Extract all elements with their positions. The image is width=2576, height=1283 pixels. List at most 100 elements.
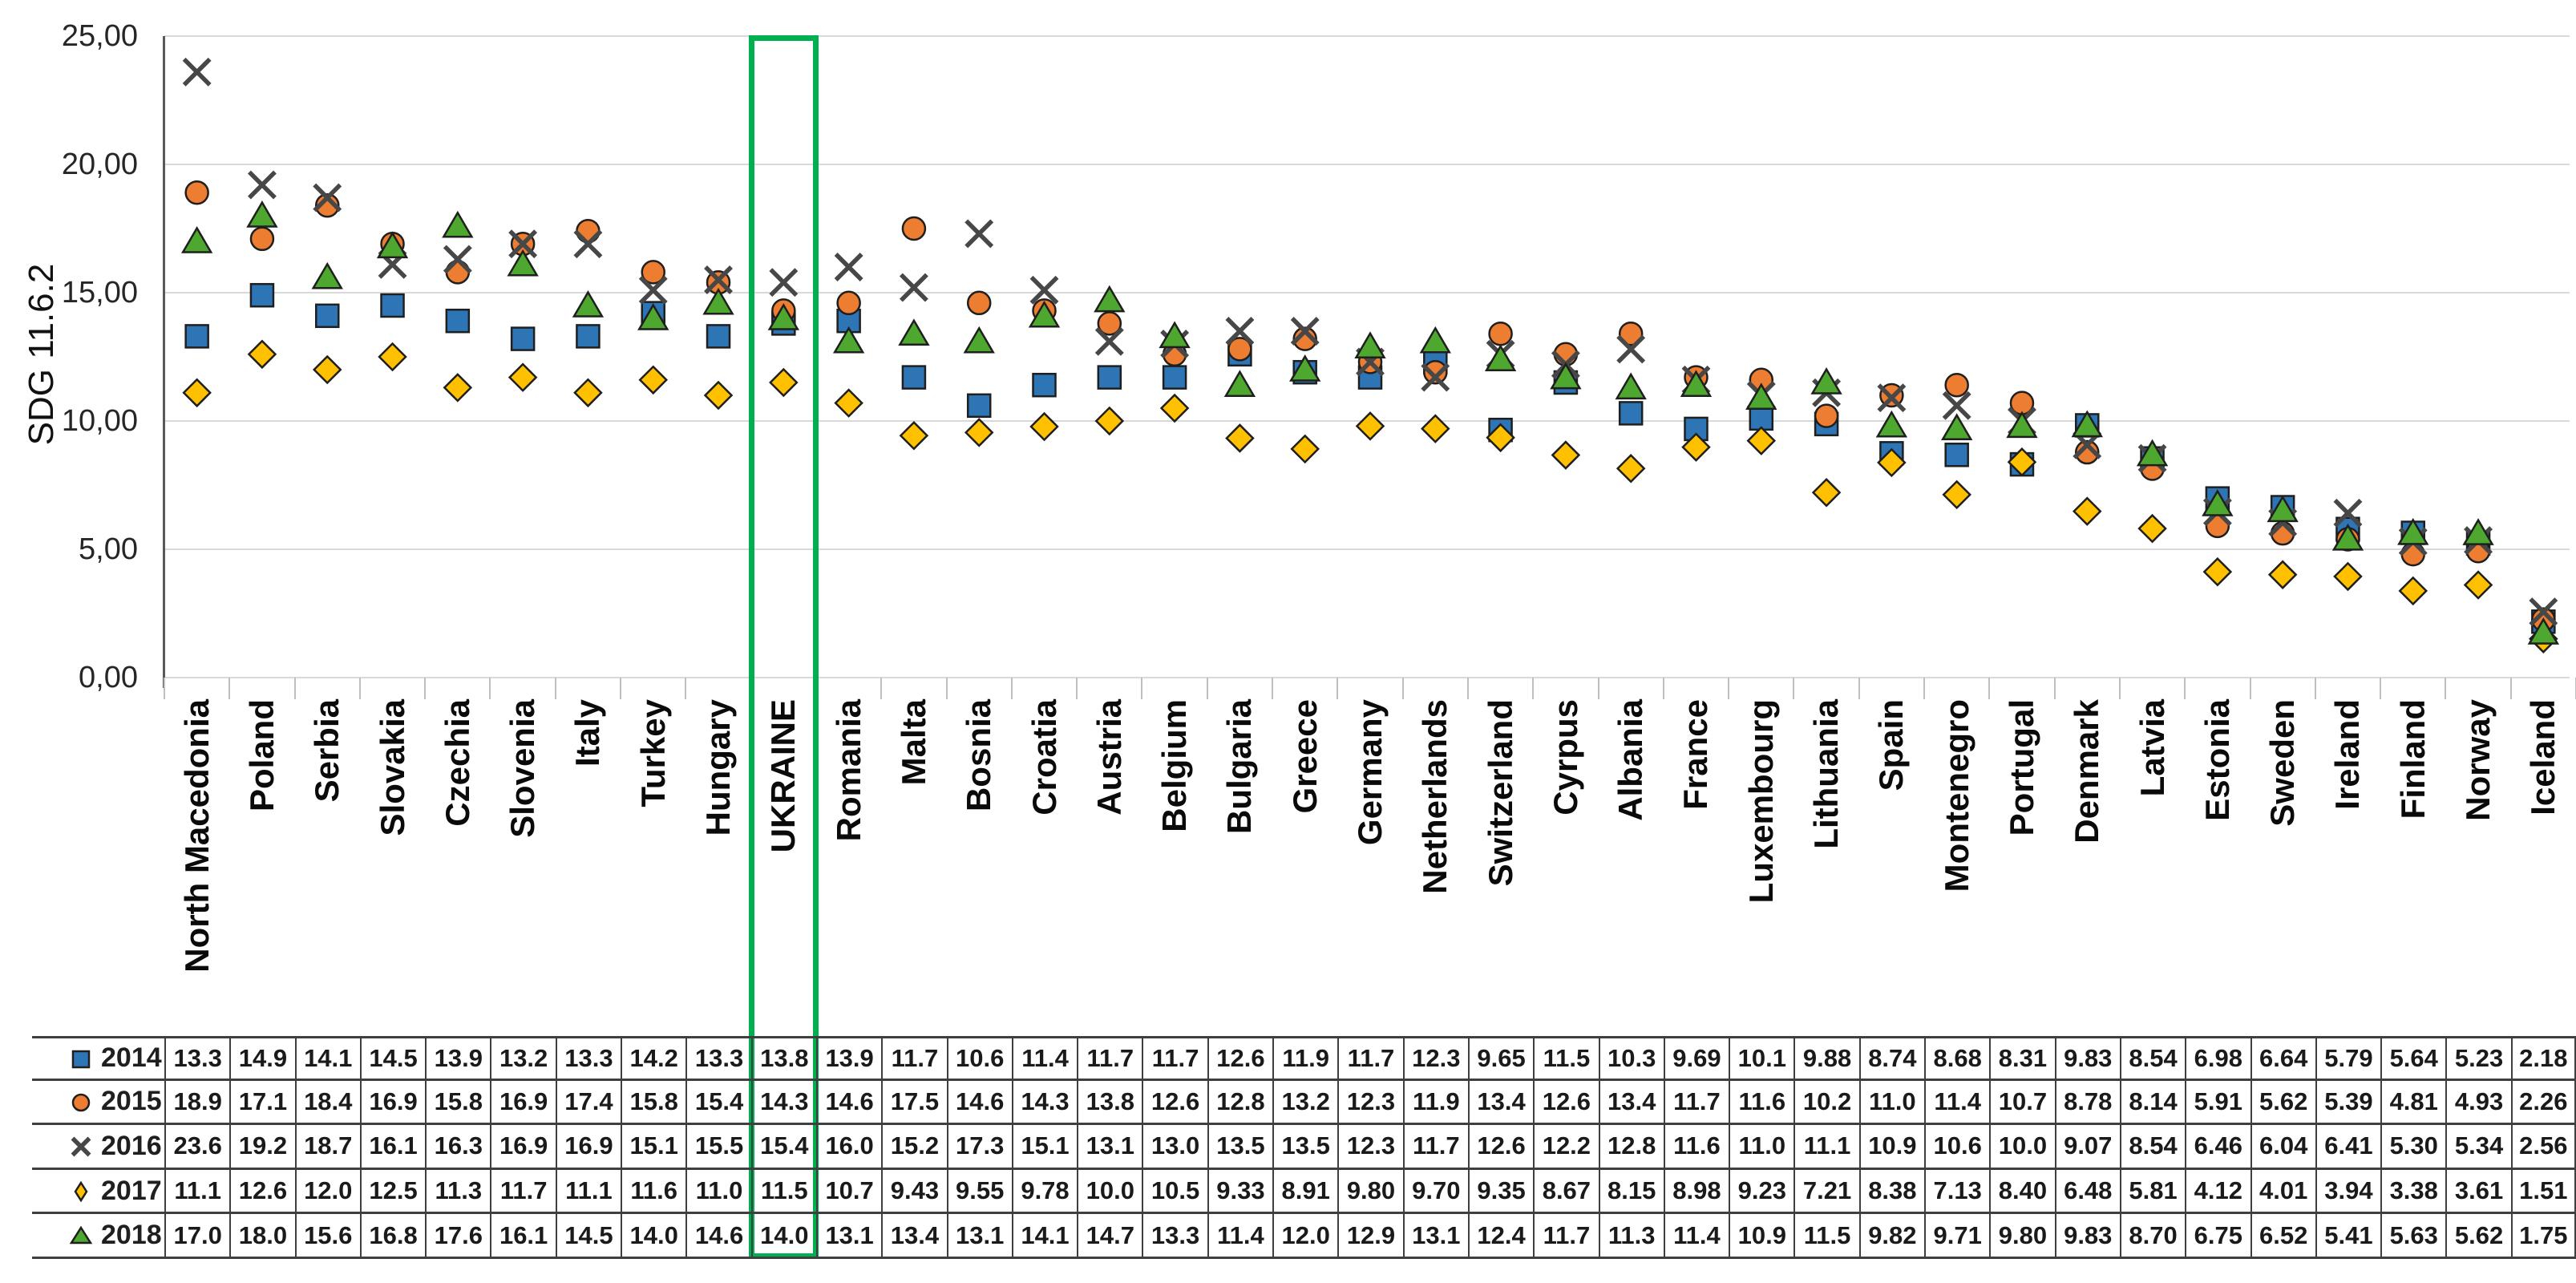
table-cell: 10.6 — [946, 1036, 1012, 1081]
chart-marker — [2202, 489, 2234, 516]
table-cell: 12.6 — [1467, 1125, 1534, 1170]
x-axis-tick — [620, 678, 622, 699]
chart-marker — [2007, 447, 2037, 477]
table-cell: 13.9 — [425, 1036, 491, 1081]
table-cell: 18.0 — [229, 1214, 295, 1259]
table-cell: 13.1 — [1077, 1125, 1142, 1170]
table-cell: 12.8 — [1207, 1080, 1273, 1126]
chart-marker — [1225, 423, 1255, 453]
chart-marker — [576, 324, 601, 349]
table-cell: 13.0 — [1142, 1125, 1207, 1170]
chart-marker — [507, 249, 539, 277]
table-cell: 13.3 — [164, 1036, 230, 1081]
table-cell: 5.34 — [2445, 1125, 2511, 1170]
table-cell: 3.94 — [2315, 1169, 2381, 1215]
table-cell: 7.13 — [1924, 1169, 1990, 1215]
chart-marker — [1745, 382, 1777, 410]
chart-marker — [1029, 275, 1059, 305]
chart-marker — [1942, 391, 1971, 420]
x-axis-tick — [1532, 678, 1535, 699]
table-cell: 11.1 — [1793, 1125, 1859, 1170]
table-cell: 13.1 — [1402, 1214, 1468, 1259]
chart-marker — [1029, 411, 1059, 442]
ukraine-highlight-box — [748, 35, 819, 1259]
table-cell: 6.98 — [2185, 1036, 2250, 1081]
table-cell: 9.82 — [1858, 1214, 1925, 1259]
table-cell: 13.5 — [1272, 1125, 1338, 1170]
x-axis-tick — [945, 678, 948, 699]
series-2015-markers — [184, 180, 2556, 632]
x-axis-tick — [685, 678, 687, 699]
chart-marker — [376, 231, 409, 259]
table-cell: 17.1 — [229, 1080, 295, 1126]
table-cell: 11.7 — [1533, 1214, 1599, 1259]
table-cell: 15.6 — [294, 1214, 360, 1259]
table-cell: 14.6 — [685, 1214, 751, 1259]
table-cell: 13.2 — [490, 1036, 556, 1081]
table-cell: 11.7 — [1663, 1080, 1729, 1126]
table-cell: 11.1 — [555, 1169, 621, 1215]
chart-marker — [832, 326, 865, 354]
chart-marker — [1423, 359, 1448, 385]
x-axis-tick — [489, 678, 491, 699]
table-cell: 14.5 — [555, 1214, 621, 1259]
chart-marker — [573, 378, 603, 408]
legend-year-label: 2016 — [101, 1130, 162, 1161]
table-cell: 13.4 — [1598, 1080, 1664, 1126]
table-cell: 8.54 — [2119, 1036, 2186, 1081]
table-cell: 4.12 — [2185, 1169, 2250, 1215]
chart-marker — [1618, 321, 1644, 346]
table-cell: 5.30 — [2380, 1125, 2446, 1170]
x-axis-tick — [164, 678, 165, 699]
x-axis-tick — [293, 678, 296, 699]
table-cell: 2.56 — [2510, 1125, 2576, 1170]
table-cell: 15.4 — [750, 1125, 816, 1170]
table-cell: 11.5 — [750, 1169, 816, 1215]
table-cell: 9.35 — [1467, 1169, 1534, 1215]
table-cell: 9.55 — [946, 1169, 1012, 1215]
chart-marker — [1289, 354, 1321, 382]
chart-marker — [1290, 317, 1320, 346]
legend-year-label: 2014 — [101, 1042, 162, 1074]
chart-marker — [1227, 337, 1252, 362]
chart-marker — [2136, 439, 2169, 467]
table-cell: 9.23 — [1729, 1169, 1794, 1215]
table-cell: 9.07 — [2054, 1125, 2120, 1170]
table-cell: 12.6 — [1142, 1080, 1207, 1126]
chart-marker — [1292, 326, 1317, 351]
chart-marker — [311, 261, 343, 289]
y-gridline — [164, 164, 2570, 165]
chart-marker — [901, 365, 927, 390]
legend-x-icon — [71, 1137, 91, 1157]
table-cell: 15.5 — [685, 1125, 751, 1170]
table-cell: 11.4 — [1663, 1214, 1729, 1259]
table-cell: 12.4 — [1467, 1214, 1534, 1259]
table-cell: 10.9 — [1858, 1125, 1925, 1170]
chart-marker — [964, 418, 994, 447]
table-cell: 2.26 — [2510, 1080, 2576, 1126]
chart-marker — [1944, 372, 1969, 398]
table-cell: 13.1 — [815, 1214, 882, 1259]
table-cell: 14.2 — [621, 1036, 686, 1081]
chart-marker — [1419, 326, 1451, 354]
table-cell: 12.2 — [1533, 1125, 1599, 1170]
chart-marker — [313, 183, 342, 212]
table-cell: 14.7 — [1077, 1214, 1142, 1259]
chart-marker — [1097, 365, 1122, 390]
series-2017-markers — [182, 339, 2558, 654]
table-cell: 15.2 — [881, 1125, 947, 1170]
y-gridline — [164, 677, 2570, 678]
y-gridline — [164, 548, 2570, 550]
table-cell: 10.7 — [1989, 1080, 2055, 1126]
table-cell: 8.15 — [1598, 1169, 1664, 1215]
x-axis-tick — [1010, 678, 1013, 699]
chart-marker — [249, 226, 275, 252]
chart-marker — [1094, 406, 1125, 436]
table-cell: 11.7 — [1402, 1125, 1468, 1170]
chart-marker — [2400, 541, 2426, 567]
x-axis-tick — [1793, 678, 1795, 699]
table-cell: 4.93 — [2445, 1080, 2511, 1126]
table-cell: 10.0 — [1077, 1169, 1142, 1215]
table-cell: 16.0 — [815, 1125, 882, 1170]
